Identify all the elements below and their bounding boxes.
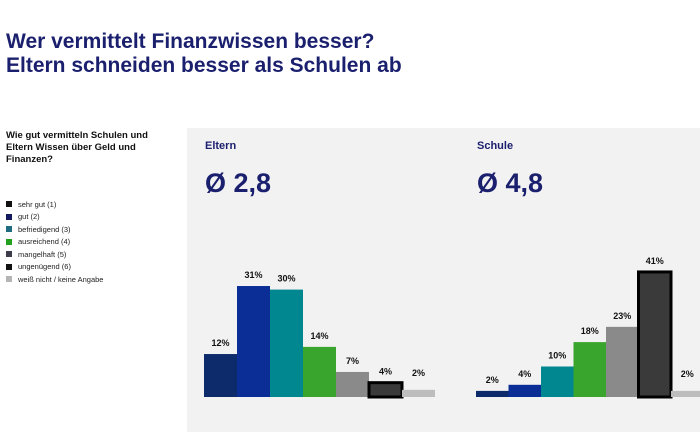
data-label: 7%	[346, 356, 359, 366]
legend-label: mangelhaft (5)	[18, 249, 67, 259]
legend-swatch	[6, 263, 12, 270]
bar-eltern-2	[237, 286, 270, 397]
bar-schule-4	[573, 342, 606, 397]
bar-eltern-7	[402, 389, 435, 397]
title-line-1: Wer vermittelt Finanzwissen besser?	[6, 30, 375, 53]
legend-item: weiß nicht / keine Angabe	[6, 273, 103, 286]
bar-schule-2	[508, 384, 541, 397]
legend-label: weiß nicht / keine Angabe	[18, 274, 104, 284]
data-label: 12%	[211, 338, 229, 348]
bar-eltern-3	[270, 289, 303, 397]
chart-panel: Eltern Ø 2,8 Schule Ø 4,8 12% 31% 30% 14% 7%…	[187, 128, 700, 432]
data-label: 41%	[646, 256, 664, 266]
legend-swatch	[6, 213, 12, 220]
data-label: 2%	[681, 369, 694, 379]
legend-swatch	[6, 251, 12, 258]
bar-eltern-5	[336, 371, 369, 397]
data-label: 10%	[548, 351, 566, 361]
legend-swatch	[6, 276, 12, 283]
data-label: 30%	[277, 274, 295, 284]
legend-item: ungenügend (6)	[6, 261, 103, 274]
data-label: 4%	[518, 369, 531, 379]
legend-label: befriedigend (3)	[18, 224, 71, 234]
legend-item: ausreichend (4)	[6, 236, 103, 249]
bar-schule-5	[606, 326, 639, 397]
title-line-2: Eltern schneiden besser als Schulen ab	[6, 54, 402, 77]
legend-label: sehr gut (1)	[18, 199, 57, 209]
legend-label: ungenügend (6)	[18, 262, 71, 272]
data-label: 4%	[379, 367, 392, 377]
bar-schule-7	[671, 390, 700, 397]
data-label: 31%	[244, 270, 262, 280]
bar-chart: 12% 31% 30% 14% 7% 4% 2% 2% 4% 10% 18% 23% 41% 2%	[204, 256, 700, 399]
panel-title-schule: Schule	[477, 140, 514, 152]
legend-swatch	[6, 238, 12, 245]
question: Wie gut vermitteln Schulen und Eltern Wi…	[6, 130, 148, 165]
bar-schule-1	[476, 390, 509, 397]
legend-label: gut (2)	[18, 212, 40, 222]
bar-eltern-4	[303, 346, 336, 397]
data-label: 18%	[581, 326, 599, 336]
legend-label: ausreichend (4)	[18, 237, 71, 247]
average-schule: Ø 4,8	[477, 168, 544, 198]
data-label: 2%	[486, 375, 499, 385]
average-eltern: Ø 2,8	[205, 168, 272, 198]
data-label: 2%	[412, 368, 425, 378]
bar-eltern-1	[204, 354, 237, 397]
data-label: 14%	[310, 331, 328, 341]
legend-item: sehr gut (1)	[6, 198, 103, 211]
legend-swatch	[6, 226, 12, 233]
legend-item: mangelhaft (5)	[6, 248, 103, 261]
bar-eltern-6	[367, 381, 404, 399]
legend-swatch	[6, 201, 12, 208]
bar-schule-3	[541, 366, 574, 397]
legend-item: gut (2)	[6, 211, 103, 224]
data-label: 23%	[613, 311, 631, 321]
legend-item: befriedigend (3)	[6, 223, 103, 236]
page-title: Wer vermittelt Finanzwissen besser? Elte…	[6, 30, 402, 78]
legend: sehr gut (1) gut (2) befriedigend (3) ausre…	[6, 198, 103, 286]
panel-title-eltern: Eltern	[205, 140, 237, 152]
bar-schule-6	[637, 270, 673, 399]
